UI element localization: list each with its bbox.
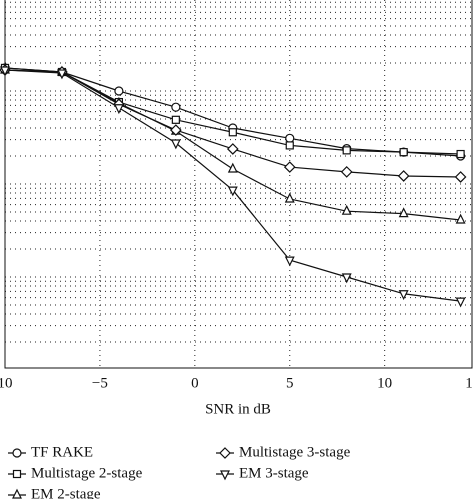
series-line	[4, 67, 461, 157]
marker	[227, 186, 238, 197]
marker	[171, 102, 181, 112]
marker	[228, 128, 237, 137]
marker	[170, 139, 181, 150]
legend-marker	[12, 469, 22, 479]
marker	[398, 207, 409, 218]
x-axis-label: SNR in dB	[205, 401, 271, 417]
marker	[454, 171, 467, 183]
series-line	[4, 69, 461, 302]
x-tick-label: 5	[286, 375, 294, 391]
legend-label: TF RAKE	[31, 444, 93, 460]
marker	[227, 162, 238, 173]
x-tick-label: 0	[191, 375, 199, 391]
marker	[285, 133, 295, 143]
marker	[340, 166, 353, 178]
legend-marker	[219, 447, 231, 459]
x-tick-label: 10	[0, 375, 13, 391]
marker	[283, 161, 296, 173]
marker	[341, 204, 352, 215]
x-tick-label: 1	[465, 375, 473, 391]
marker	[399, 148, 408, 157]
marker	[285, 141, 294, 150]
legend-label: EM 3-stage	[239, 465, 309, 481]
legend-label: Multistage 3-stage	[239, 444, 351, 460]
x-tick-label: −5	[92, 375, 108, 391]
marker	[342, 146, 351, 155]
marker	[398, 290, 409, 301]
marker	[397, 170, 410, 182]
marker	[170, 124, 182, 136]
legend-label: Multistage 2-stage	[31, 465, 143, 481]
marker	[113, 104, 124, 115]
marker	[114, 86, 124, 96]
plot-frame	[4, 0, 473, 369]
legend-marker	[220, 470, 230, 481]
marker	[56, 69, 67, 80]
series-line	[4, 67, 461, 155]
marker	[456, 149, 465, 159]
x-tick-label: 10	[377, 375, 392, 391]
legend-marker	[12, 488, 22, 499]
marker	[284, 192, 295, 203]
marker	[284, 256, 295, 267]
marker	[341, 273, 352, 284]
marker	[455, 213, 466, 224]
legend-marker	[12, 448, 22, 458]
marker	[226, 143, 239, 155]
marker	[0, 66, 10, 77]
marker	[455, 297, 466, 308]
marker	[171, 115, 180, 124]
legend-label: EM 2-stage	[31, 486, 101, 499]
